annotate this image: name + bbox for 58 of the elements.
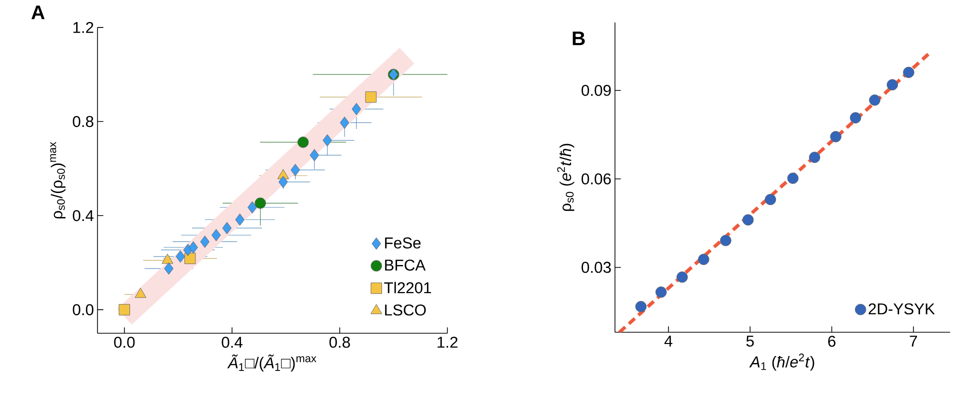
point <box>698 254 710 266</box>
point <box>365 91 377 103</box>
point <box>340 116 350 129</box>
point <box>742 214 754 226</box>
point <box>118 304 130 316</box>
point <box>720 234 732 246</box>
point <box>164 262 174 275</box>
chart-title: A <box>31 6 45 20</box>
text: ρ$_{s0}$ (e$^{2}$t/ħ) <box>557 144 574 211</box>
point <box>808 152 820 163</box>
chart-title: B <box>572 32 585 46</box>
x-tick-label: 0.8 <box>329 336 350 348</box>
y-tick-label: 1.2 <box>73 22 94 33</box>
legend-label: FeSe <box>385 237 421 249</box>
x-tick-label: 4 <box>664 336 672 347</box>
point <box>787 172 799 184</box>
point <box>254 198 266 209</box>
x-tick-label: 7 <box>910 336 917 347</box>
x-tick-label: 0.0 <box>114 336 135 348</box>
point <box>188 241 198 254</box>
text: A$_{1}$ (ħ/e$^{2}$t) <box>749 354 814 371</box>
x-tick-label: 1.2 <box>438 336 458 348</box>
y-tick-label: 0.4 <box>72 210 94 222</box>
point <box>850 112 862 124</box>
point <box>886 79 898 90</box>
point <box>297 136 309 148</box>
point <box>903 66 914 78</box>
x-axis-title: Ã$_{1}$□/(Ã$_{1}$□)$^{max}$ <box>227 354 316 372</box>
point <box>764 194 776 206</box>
legend-label: LSCO <box>385 304 426 316</box>
x-tick-label: 0.4 <box>222 336 242 348</box>
x-tick-label: 6 <box>828 336 836 347</box>
y-axis-title: ρ$_{s0}$/(ρ$_{s0}$)$^{max}$ <box>50 142 66 218</box>
point <box>352 102 362 116</box>
point <box>830 131 842 142</box>
legend-label: BFCA <box>385 260 426 271</box>
point <box>676 271 688 283</box>
y-tick-label: 0.0 <box>72 304 94 316</box>
y-tick-label: 0.8 <box>72 116 94 128</box>
point <box>248 201 257 214</box>
point <box>212 229 221 242</box>
y-tick-label: 0.06 <box>582 173 611 184</box>
legend-label: Tl2201 <box>384 282 431 294</box>
y-tick-label: 0.09 <box>582 84 611 96</box>
point <box>290 164 300 176</box>
point <box>322 134 332 146</box>
point <box>176 250 186 263</box>
point <box>200 236 210 248</box>
y-tick-label: 0.03 <box>582 262 611 273</box>
x-tick-label: 5 <box>746 336 754 347</box>
point <box>222 222 232 234</box>
point <box>655 286 667 298</box>
point <box>635 300 647 312</box>
point <box>310 149 320 162</box>
point <box>869 94 880 106</box>
legend-label: 2D-YSYK <box>868 303 935 314</box>
point <box>235 214 245 226</box>
point <box>184 252 196 264</box>
